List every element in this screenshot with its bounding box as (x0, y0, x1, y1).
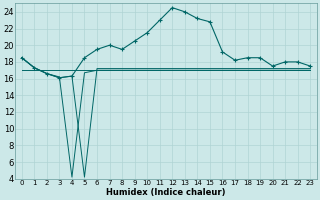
X-axis label: Humidex (Indice chaleur): Humidex (Indice chaleur) (106, 188, 226, 197)
